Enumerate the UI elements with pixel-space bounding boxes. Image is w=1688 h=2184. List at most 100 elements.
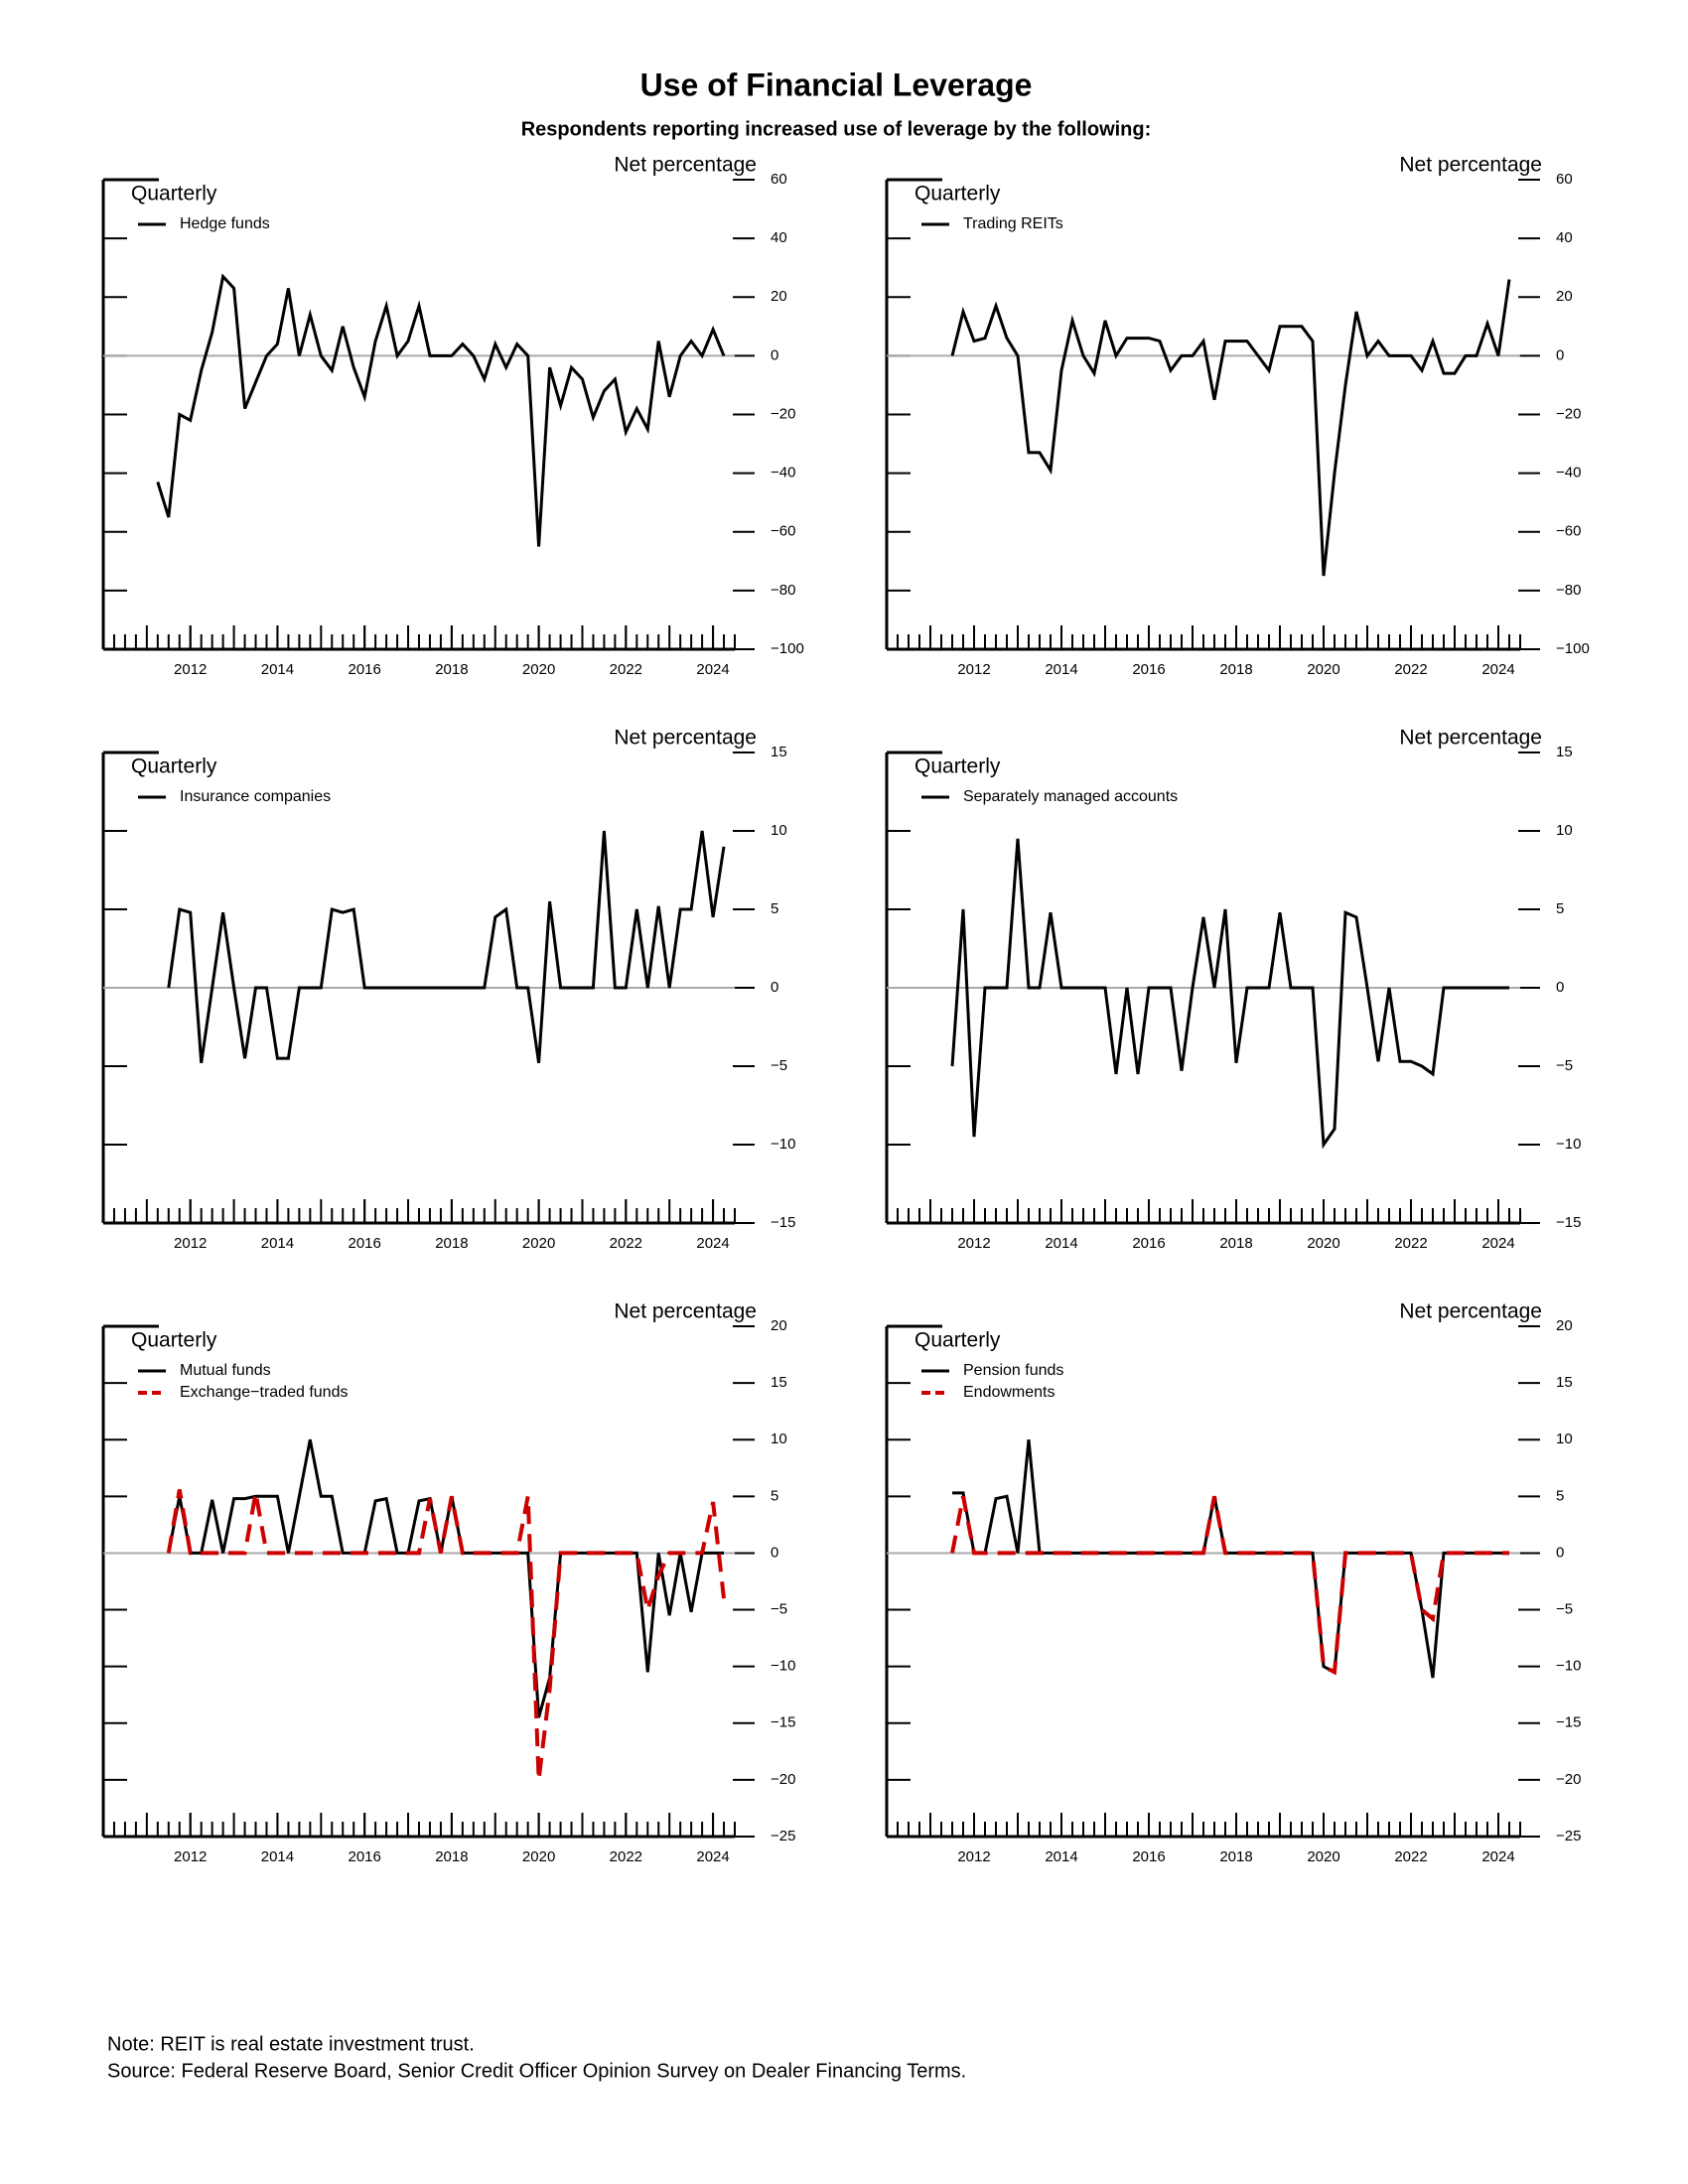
y-tick-label: 10 (1556, 1431, 1573, 1447)
y-tick-label: 10 (1556, 822, 1573, 839)
page-subtitle: Respondents reporting increased use of l… (521, 118, 1152, 140)
x-tick-label: 2014 (1045, 661, 1077, 678)
y-axis-title: Net percentage (614, 154, 757, 177)
x-tick-label: 2024 (696, 1235, 729, 1252)
y-tick-label: −60 (771, 523, 795, 540)
y-tick-label: 15 (771, 1374, 787, 1391)
y-tick-label: −20 (771, 1771, 795, 1788)
legend-label: Pension funds (963, 1362, 1063, 1379)
y-tick-label: −20 (1556, 1771, 1581, 1788)
frequency-label: Quarterly (131, 755, 217, 778)
x-tick-label: 2012 (174, 1848, 207, 1865)
series-line (950, 279, 1511, 577)
x-tick-label: 2020 (1307, 1235, 1339, 1252)
x-tick-label: 2016 (1132, 661, 1165, 678)
y-tick-label: −100 (771, 640, 804, 657)
series-line (950, 838, 1509, 1150)
x-tick-label: 2016 (348, 661, 380, 678)
frequency-label: Quarterly (131, 183, 217, 205)
series-line (166, 1489, 726, 1781)
legend-label: Exchange−traded funds (180, 1384, 348, 1401)
y-tick-label: −80 (1556, 582, 1581, 599)
x-tick-label: 2024 (696, 661, 729, 678)
page-title: Use of Financial Leverage (640, 67, 1033, 102)
y-tick-label: −25 (771, 1828, 795, 1844)
y-tick-label: 15 (1556, 1374, 1573, 1391)
x-tick-label: 2018 (435, 1235, 468, 1252)
x-tick-label: 2020 (522, 1848, 555, 1865)
y-tick-label: 0 (771, 979, 778, 996)
source: Source: Federal Reserve Board, Senior Cr… (107, 2060, 966, 2082)
y-tick-label: −5 (1556, 1057, 1573, 1074)
x-tick-label: 2020 (1307, 661, 1339, 678)
x-tick-label: 2012 (174, 1235, 207, 1252)
y-tick-label: 10 (771, 1431, 787, 1447)
y-tick-label: 15 (1556, 744, 1573, 760)
y-tick-label: 0 (771, 1544, 778, 1561)
y-tick-label: −80 (771, 582, 795, 599)
y-tick-label: 5 (1556, 1487, 1564, 1504)
x-tick-label: 2024 (696, 1848, 729, 1865)
y-axis-title: Net percentage (614, 1300, 757, 1323)
x-tick-label: 2022 (1394, 1235, 1427, 1252)
series-line (952, 1439, 1509, 1679)
x-tick-label: 2022 (610, 1235, 642, 1252)
y-tick-label: 20 (771, 288, 787, 305)
y-tick-label: 10 (771, 822, 787, 839)
frequency-label: Quarterly (131, 1329, 217, 1352)
x-tick-label: 2016 (1132, 1848, 1165, 1865)
y-tick-label: −15 (1556, 1714, 1581, 1731)
x-tick-label: 2022 (610, 1848, 642, 1865)
y-tick-label: 0 (1556, 979, 1564, 996)
legend-label: Separately managed accounts (963, 788, 1178, 805)
y-tick-label: 60 (1556, 171, 1573, 188)
x-tick-label: 2016 (1132, 1235, 1165, 1252)
y-axis-title: Net percentage (1399, 154, 1542, 177)
x-tick-label: 2022 (610, 661, 642, 678)
y-tick-label: −5 (1556, 1601, 1573, 1618)
legend-label: Insurance companies (180, 788, 331, 805)
frequency-label: Quarterly (914, 183, 1001, 205)
series-line (156, 273, 726, 547)
x-tick-label: 2014 (261, 1235, 294, 1252)
frequency-label: Quarterly (914, 1329, 1001, 1352)
y-tick-label: 15 (771, 744, 787, 760)
y-tick-label: −5 (771, 1601, 787, 1618)
y-tick-label: 20 (771, 1317, 787, 1334)
y-axis-title: Net percentage (1399, 1300, 1542, 1323)
y-tick-label: 40 (1556, 229, 1573, 246)
y-tick-label: −10 (1556, 1658, 1581, 1675)
x-tick-label: 2014 (1045, 1235, 1077, 1252)
y-tick-label: −40 (1556, 465, 1581, 481)
y-tick-label: −60 (1556, 523, 1581, 540)
x-tick-label: 2018 (435, 661, 468, 678)
x-tick-label: 2018 (1219, 1235, 1252, 1252)
y-tick-label: −10 (771, 1658, 795, 1675)
y-tick-label: 0 (1556, 346, 1564, 363)
y-tick-label: 5 (1556, 900, 1564, 917)
x-tick-label: 2022 (1394, 1848, 1427, 1865)
x-tick-label: 2012 (957, 1235, 990, 1252)
x-tick-label: 2018 (1219, 1848, 1252, 1865)
x-tick-label: 2012 (174, 661, 207, 678)
y-tick-label: −5 (771, 1057, 787, 1074)
y-tick-label: 60 (771, 171, 787, 188)
y-tick-label: 5 (771, 900, 778, 917)
y-tick-label: 40 (771, 229, 787, 246)
y-tick-label: −15 (771, 1214, 795, 1231)
y-tick-label: −20 (771, 405, 795, 422)
note: Note: REIT is real estate investment tru… (107, 2033, 475, 2055)
x-tick-label: 2016 (348, 1235, 380, 1252)
x-tick-label: 2020 (522, 661, 555, 678)
legend-label: Mutual funds (180, 1362, 271, 1379)
legend-label: Hedge funds (180, 215, 270, 232)
legend-label: Trading REITs (963, 215, 1063, 232)
y-tick-label: 20 (1556, 288, 1573, 305)
series-line (167, 1438, 724, 1718)
y-tick-label: 0 (771, 346, 778, 363)
y-tick-label: −10 (771, 1136, 795, 1153)
x-tick-label: 2018 (435, 1848, 468, 1865)
y-tick-label: 5 (771, 1487, 778, 1504)
